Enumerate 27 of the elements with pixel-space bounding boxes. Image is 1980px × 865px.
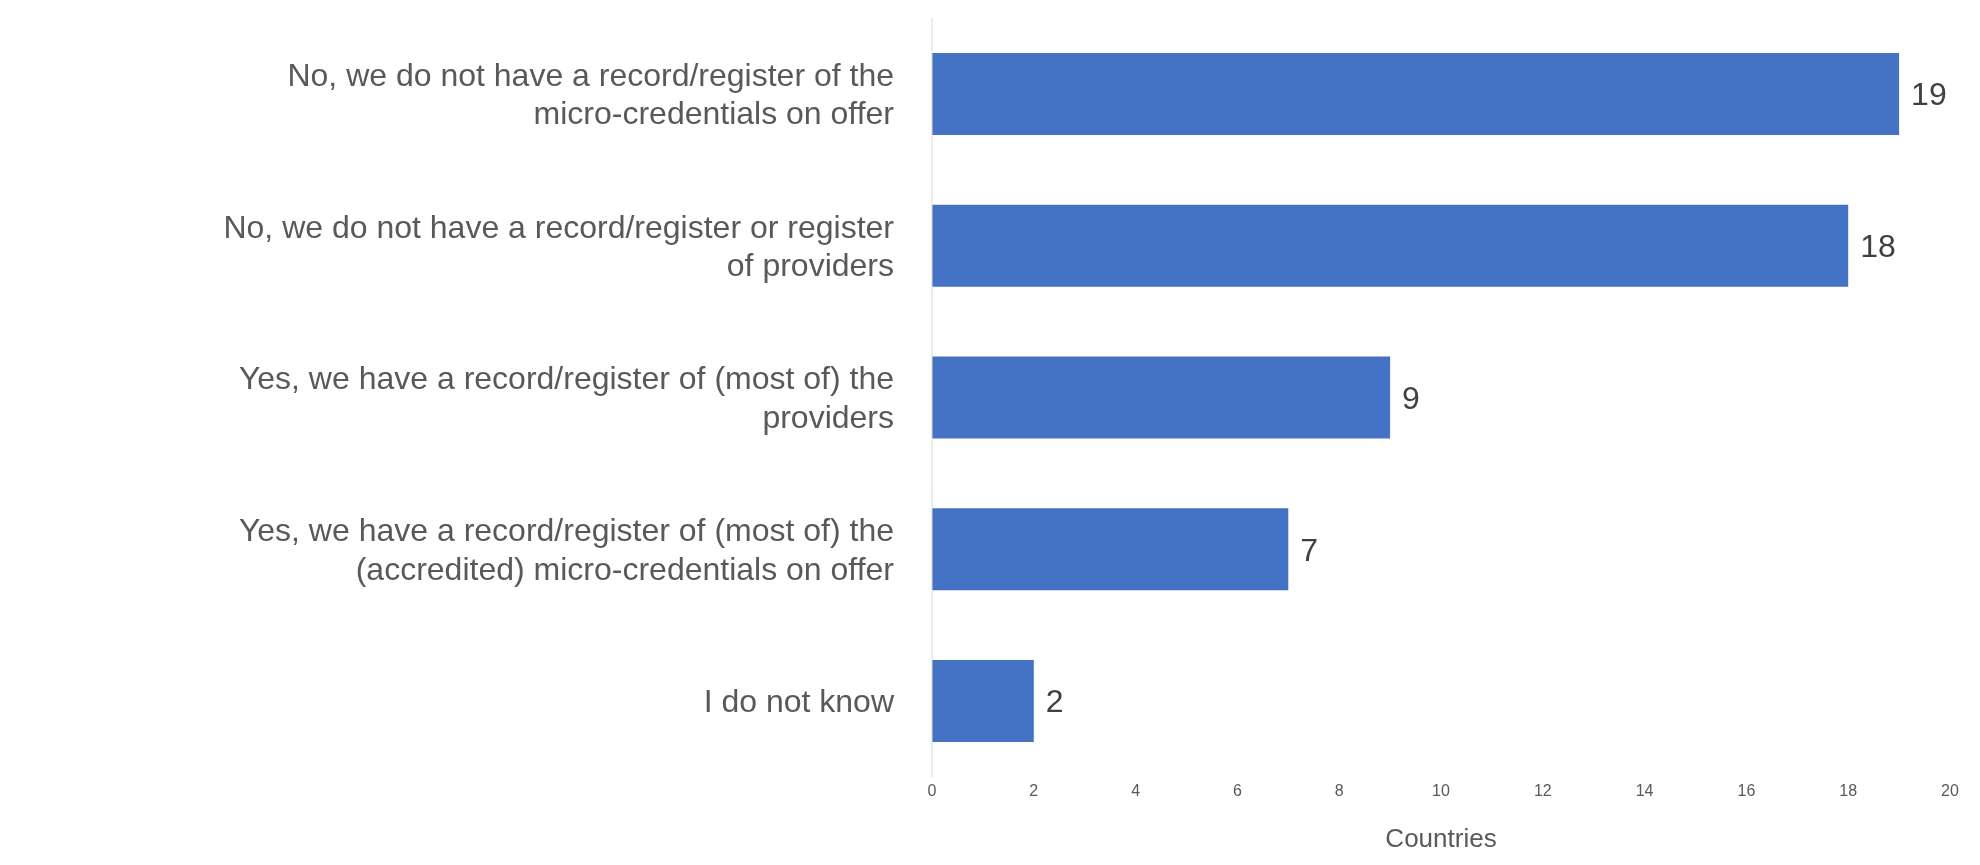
data-label: 18 (1860, 228, 1896, 265)
x-tick-label: 12 (1533, 782, 1552, 800)
x-tick-label: 16 (1737, 782, 1756, 800)
y-tick-label: Yes, we have a record/register of (most of) the providers (238, 360, 894, 435)
y-tick-label: Yes, we have a record/register of (most of) the (accredited) micro-credentials on offer (238, 512, 895, 587)
bar (932, 204, 1849, 287)
data-label: 9 (1402, 379, 1420, 416)
y-tick-label: No, we do not have a record/register of the micro-credentials on offer (287, 56, 895, 132)
bar (932, 52, 1900, 135)
x-tick-label: 2 (1029, 782, 1039, 800)
bar (932, 660, 1034, 743)
x-tick-label: 20 (1941, 782, 1959, 800)
data-label: 7 (1300, 531, 1319, 568)
y-tick-label: I do not know (703, 683, 895, 720)
x-tick-label: 6 (1232, 782, 1242, 800)
bar (932, 356, 1391, 439)
bar (932, 508, 1289, 591)
y-tick-label: No, we do not have a record/register or register of providers (223, 208, 895, 283)
x-axis-title: Countries (1385, 823, 1497, 853)
x-tick-label: 10 (1432, 782, 1450, 800)
x-tick-label: 14 (1635, 782, 1654, 800)
x-tick-label: 0 (927, 782, 937, 800)
data-label: 19 (1911, 76, 1947, 113)
x-tick-label: 4 (1131, 782, 1141, 800)
x-tick-label: 18 (1839, 782, 1858, 800)
x-tick-label: 8 (1334, 782, 1344, 800)
data-label: 2 (1045, 683, 1064, 720)
